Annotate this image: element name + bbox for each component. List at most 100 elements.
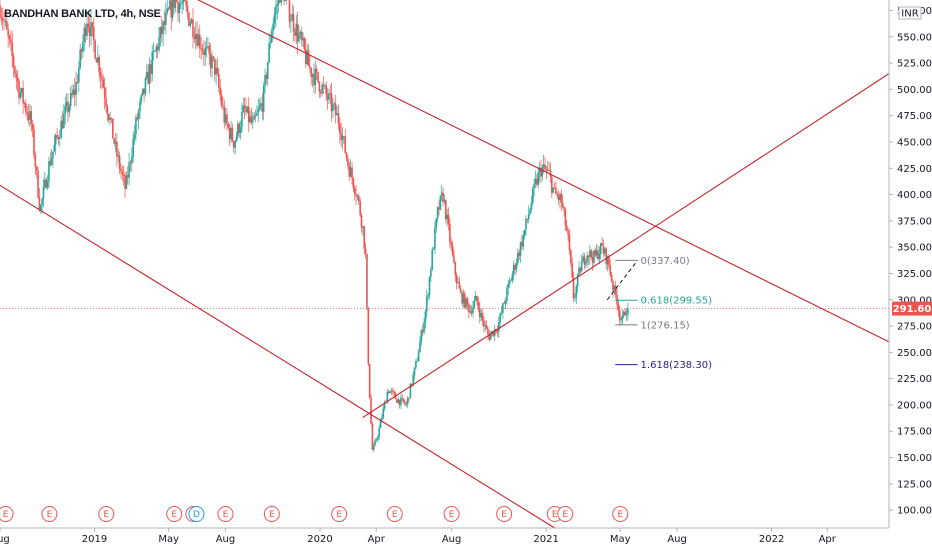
candle-body [4,21,7,22]
candle-body [165,12,167,25]
x-tick-label: 2022 [759,534,784,545]
trendline-lower-falling-support [0,184,556,529]
candle-body [605,248,607,265]
candle-body [591,257,594,263]
candle-body [377,436,379,440]
candle-body [114,141,117,144]
candle-body [277,0,280,5]
candle-body [296,23,299,42]
candle-body [139,101,141,112]
candle-body [38,197,41,211]
candle-body [41,198,43,206]
candle-body [582,256,584,262]
y-tick-label: 200.00 [897,400,932,411]
candle-body [349,167,352,177]
candle-body [97,57,99,63]
candle-body [54,135,57,145]
candle-body [453,255,455,263]
candle-body [232,140,235,148]
candle-body [86,23,88,37]
candle-body [352,178,355,189]
candle-body [30,111,33,125]
candle-body [347,158,349,166]
candle-body [348,165,351,177]
candle-body [226,114,228,124]
candle-body [345,152,348,159]
candle-body [389,391,391,394]
event-label: E [392,510,398,520]
candle-body [15,74,18,79]
candle-body [469,311,472,313]
candle-body [175,0,178,2]
candle-body [382,408,385,418]
candle-body [438,207,440,210]
candle-body [590,250,593,258]
candle-body [444,200,447,220]
events-row: EEEEEDEEEEEEEEE [0,506,629,522]
candle-body [336,112,338,116]
candle-body [356,195,359,197]
candle-body [179,3,182,5]
candle-body [499,313,501,323]
candle-body [473,300,476,307]
candle-body [578,267,580,275]
candle-body [534,178,537,185]
candle-body [136,117,139,120]
candle-body [315,68,318,72]
currency-badge-label: INR [901,9,918,20]
fibonacci-extension: 0(337.40) 0.618(299.55) 1(276.15) 1.618(238… [615,256,712,371]
candle-body [288,0,291,22]
candle-body [222,105,224,107]
candle-body [465,298,467,308]
candle-body [481,312,484,321]
candle-body [436,207,439,219]
candle-body [428,277,431,295]
candle-body [158,37,160,51]
candle-body [90,22,92,37]
candle-body [230,127,232,140]
candle-body [105,97,107,107]
dividend-marker [188,506,205,522]
candle-body [16,78,19,82]
candle-body [128,162,130,178]
candlestick-series [0,0,629,453]
candle-body [292,14,295,32]
candle-body [49,161,52,165]
candle-body [442,192,444,202]
candle-body [257,109,260,113]
candle-body [340,132,342,140]
x-tick-label: 2020 [307,534,332,545]
candle-body [496,331,499,333]
candle-body [124,175,126,189]
candle-body [533,184,535,189]
candle-body [194,33,197,40]
candle-body [351,167,353,179]
candle-body [355,194,357,197]
candle-body [39,205,42,211]
candle-body [126,175,129,178]
candle-body [205,47,208,48]
candle-body [228,127,231,140]
candle-body [391,390,394,392]
candle-body [276,4,279,7]
candle-body [368,364,371,399]
candle-body [220,95,223,106]
candle-body [624,311,627,316]
candle-body [337,112,340,124]
candle-body [612,281,614,291]
event-label: E [269,510,275,520]
candle-body [483,320,485,327]
candle-body [402,398,405,403]
candle-body [82,41,84,52]
candle-body [56,135,58,137]
currency-badge [898,6,922,20]
candle-body [353,188,356,195]
fib-label-0.618: 0.618(299.55) [641,296,713,307]
candle-body [553,187,556,189]
candle-body [618,310,621,321]
candle-body [386,391,389,403]
candle-body [601,243,603,246]
candle-body [457,282,459,284]
event-label: E [171,510,177,520]
